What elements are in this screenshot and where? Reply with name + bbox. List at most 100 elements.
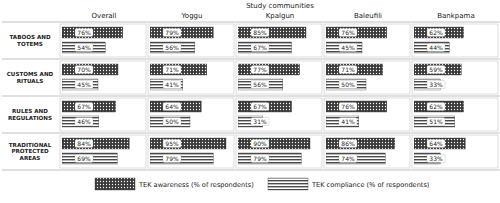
cell-frame [324, 61, 410, 94]
data-label: 33% [429, 155, 443, 162]
cell-frame [148, 24, 234, 57]
label-box [251, 81, 269, 89]
bar [414, 116, 455, 127]
legend-label: TEK awareness (% of respondents) [138, 181, 254, 189]
cell-frame [324, 24, 410, 57]
data-label: 50% [165, 118, 179, 125]
data-label: 44% [429, 44, 443, 51]
row-rule [2, 133, 500, 134]
chart: Study communitiesOverallYogguKpalgunBale… [0, 0, 500, 203]
data-label: 77% [253, 66, 267, 73]
bar [150, 64, 207, 75]
data-label: 74% [341, 155, 355, 162]
cell-frame [148, 98, 234, 131]
bar [150, 101, 201, 112]
bar [62, 79, 98, 90]
label-box [163, 44, 181, 52]
bar [238, 42, 292, 53]
data-label: 71% [165, 66, 179, 73]
label-box [427, 29, 445, 37]
panel-title: Yoggu [181, 12, 203, 20]
cell-frame [148, 61, 234, 94]
bar [326, 138, 395, 149]
cell-frame [324, 135, 410, 168]
label-box [339, 118, 357, 126]
label-box [75, 66, 93, 74]
data-label: 51% [429, 118, 443, 125]
data-label: 45% [341, 44, 355, 51]
bar [326, 101, 387, 112]
row-label: TRADITIONALPROTECTEDAREAS [9, 142, 52, 161]
panel-bars [414, 27, 465, 164]
data-label: 33% [429, 81, 443, 88]
panel-title: Kpalgun [266, 12, 295, 20]
bar [150, 116, 190, 127]
bar [62, 64, 118, 75]
data-label: 67% [253, 44, 267, 51]
cell-frame [236, 98, 322, 131]
data-label: 62% [429, 29, 443, 36]
bar [150, 138, 226, 149]
label-box [427, 140, 445, 148]
cell-frame [412, 98, 498, 131]
bar [62, 42, 105, 53]
bar [238, 153, 301, 164]
bar [326, 42, 362, 53]
data-label: 69% [77, 155, 91, 162]
row-label-line: RULES AND [12, 108, 48, 114]
cell-frame [324, 98, 410, 131]
bar [238, 27, 306, 38]
panel-bars [150, 27, 226, 164]
cell-frame [60, 61, 146, 94]
data-label: 54% [77, 44, 91, 51]
data-label: 56% [165, 44, 179, 51]
row-rule [2, 22, 500, 23]
data-label: 71% [341, 66, 355, 73]
label-box [339, 29, 357, 37]
bar [62, 138, 129, 149]
label-box [339, 103, 357, 111]
label-box [339, 44, 357, 52]
bar [238, 64, 300, 75]
label-box [75, 103, 93, 111]
data-label: 70% [77, 66, 91, 73]
label-box [251, 155, 269, 163]
row-label-line: AREAS [20, 155, 41, 161]
bar [414, 138, 465, 149]
data-label: 59% [429, 66, 443, 73]
row-label: TABOOS ANDTOTEMS [9, 34, 50, 47]
label-box [163, 140, 181, 148]
legend-label: TEK compliance (% of respondents) [311, 181, 429, 189]
bar [326, 79, 366, 90]
label-box [339, 155, 357, 163]
legend-swatch [95, 178, 135, 190]
bar [62, 27, 123, 38]
cell-frame [412, 135, 498, 168]
cell-frame [236, 135, 322, 168]
panel-bars [326, 27, 395, 164]
row-label-line: TABOOS AND [9, 34, 50, 40]
panel-title: Overall [91, 12, 116, 20]
data-label: 84% [77, 140, 91, 147]
bar [414, 42, 449, 53]
label-box [163, 118, 181, 126]
data-label: 46% [77, 118, 91, 125]
label-box [251, 140, 269, 148]
data-label: 85% [253, 29, 267, 36]
row-rule [2, 59, 500, 60]
label-box [427, 103, 445, 111]
label-box [75, 140, 93, 148]
cell-frame [412, 24, 498, 57]
label-box [163, 81, 181, 89]
bar [326, 64, 383, 75]
bar [62, 116, 99, 127]
bar [150, 42, 195, 53]
legend-swatch [268, 178, 308, 190]
row-label-line: TOTEMS [17, 41, 43, 47]
bar [326, 27, 387, 38]
bar [150, 27, 213, 38]
data-label: 86% [341, 140, 355, 147]
data-label: 76% [341, 103, 355, 110]
panel-title: Baleufili [354, 12, 382, 20]
cell-frame [60, 98, 146, 131]
